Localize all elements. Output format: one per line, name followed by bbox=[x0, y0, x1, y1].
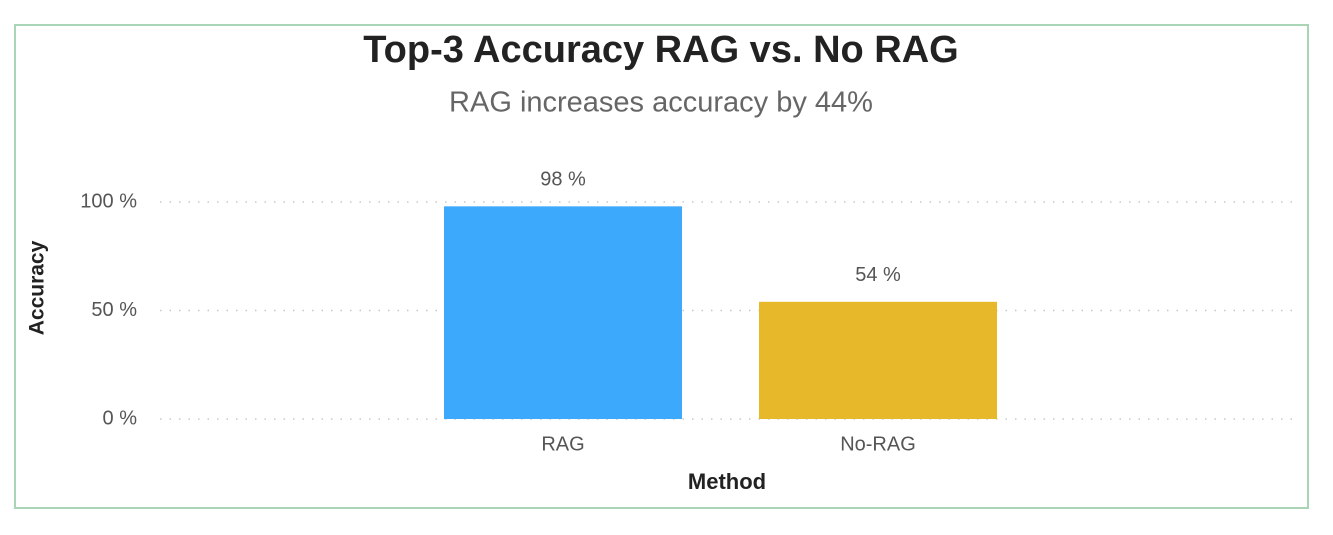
x-tick-label: No-RAG bbox=[840, 433, 916, 455]
y-tick-label: 0 % bbox=[103, 407, 138, 429]
y-tick-label: 100 % bbox=[80, 190, 137, 212]
bar bbox=[444, 206, 682, 419]
x-axis-label: Method bbox=[688, 469, 766, 494]
chart-subtitle: RAG increases accuracy by 44% bbox=[449, 87, 873, 119]
y-axis-label: Accuracy bbox=[26, 240, 49, 335]
x-tick-label: RAG bbox=[541, 433, 584, 455]
chart-title: Top-3 Accuracy RAG vs. No RAG bbox=[363, 29, 958, 71]
data-label: 98 % bbox=[540, 169, 586, 191]
bar bbox=[759, 301, 997, 419]
y-tick-label: 50 % bbox=[91, 299, 137, 321]
data-label: 54 % bbox=[855, 264, 901, 286]
